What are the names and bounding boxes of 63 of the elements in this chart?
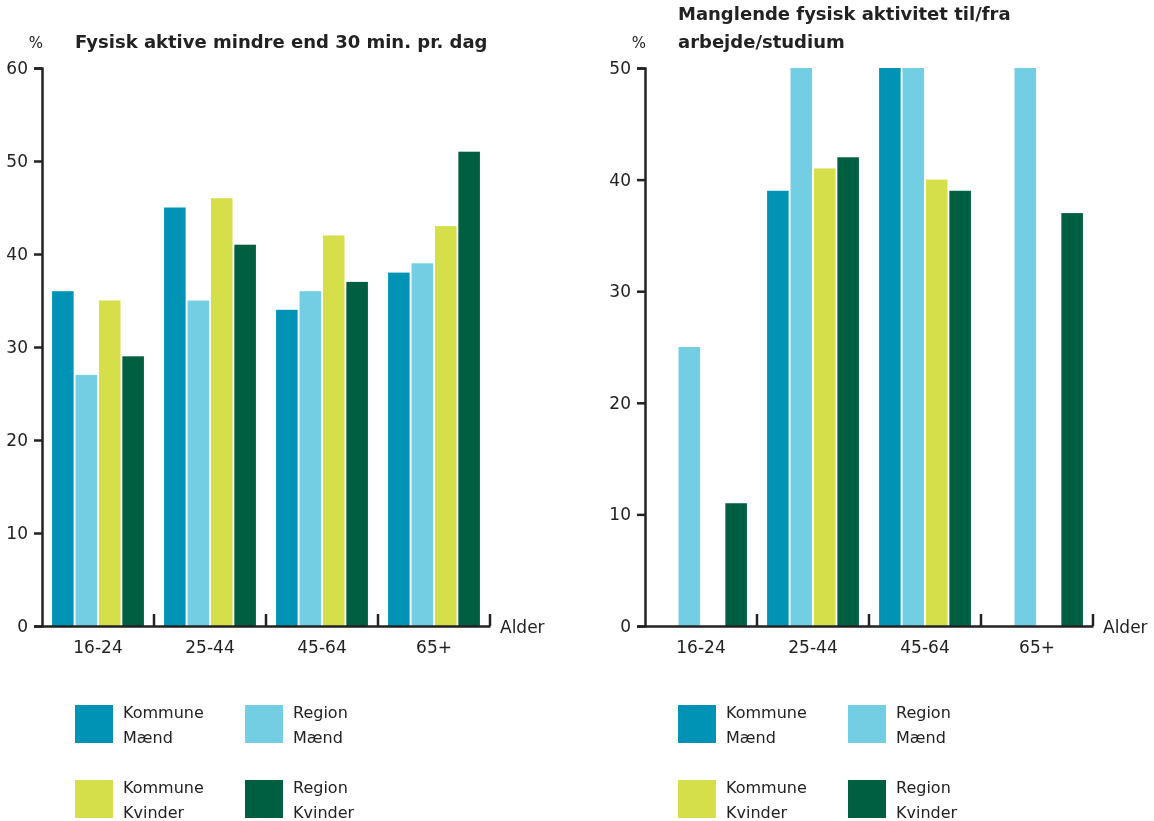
x-axis-title: Alder [500,617,545,637]
chart-title: Manglende fysisk aktivitet til/fra arbejde/studium [678,3,1011,52]
y-tick-label: 0 [620,615,631,636]
bar [234,244,256,626]
legend-label: Region Mænd [293,703,353,747]
y-tick-label: 50 [609,57,631,78]
x-tick-label: 25-44 [185,637,235,658]
bar [813,168,836,626]
legend-label: Kommune Mænd [123,703,209,747]
legend-label: Kommune Kvinder [726,778,812,821]
y-tick-label: 20 [609,392,631,413]
bar [949,190,971,626]
bar [98,300,121,626]
x-axis-title: Alder [1103,617,1148,637]
bar [879,68,901,626]
x-tick-label: 45-64 [900,637,950,658]
bar [210,198,233,626]
y-tick-label: 40 [6,243,28,264]
bar [411,263,434,626]
x-tick-label: 16-24 [676,637,726,658]
x-tick-label: 65+ [416,637,452,658]
bar [164,207,186,626]
y-axis-title: % [28,34,44,52]
chart-title: Fysisk aktive mindre end 30 min. pr. dag [75,31,488,52]
x-tick-label: 25-44 [788,637,838,658]
bar [434,226,457,626]
y-tick-label: 50 [6,150,28,171]
x-tick-label: 65+ [1019,637,1055,658]
bar [75,374,98,626]
bar [1014,68,1037,626]
y-tick-label: 40 [609,169,631,190]
bar [925,179,948,626]
y-tick-label: 0 [17,615,28,636]
y-axis-title: % [631,34,647,52]
y-tick-label: 10 [609,504,631,525]
bar [187,300,210,626]
bar [902,68,925,626]
bar [1061,213,1083,626]
bar [837,157,859,626]
legend-label: Region Kvinder [896,778,958,821]
legend-label: Region Kvinder [293,778,355,821]
bar [767,190,789,626]
y-tick-label: 30 [6,336,28,357]
bar [299,291,322,626]
bar [458,151,480,626]
bar [346,281,368,626]
y-tick-label: 20 [6,429,28,450]
y-tick-label: 10 [6,522,28,543]
legend-label: Kommune Kvinder [123,778,209,821]
bar [388,272,410,626]
x-tick-label: 16-24 [73,637,123,658]
bar [790,68,813,626]
bar [322,235,345,626]
legend-label: Kommune Mænd [726,703,812,747]
bar [725,503,747,626]
bar [122,356,144,626]
legend-label: Region Mænd [896,703,956,747]
y-tick-label: 30 [609,281,631,302]
bar [276,309,298,626]
bar [678,347,701,626]
bar [52,291,74,626]
y-tick-label: 60 [6,57,28,78]
x-tick-label: 45-64 [297,637,347,658]
